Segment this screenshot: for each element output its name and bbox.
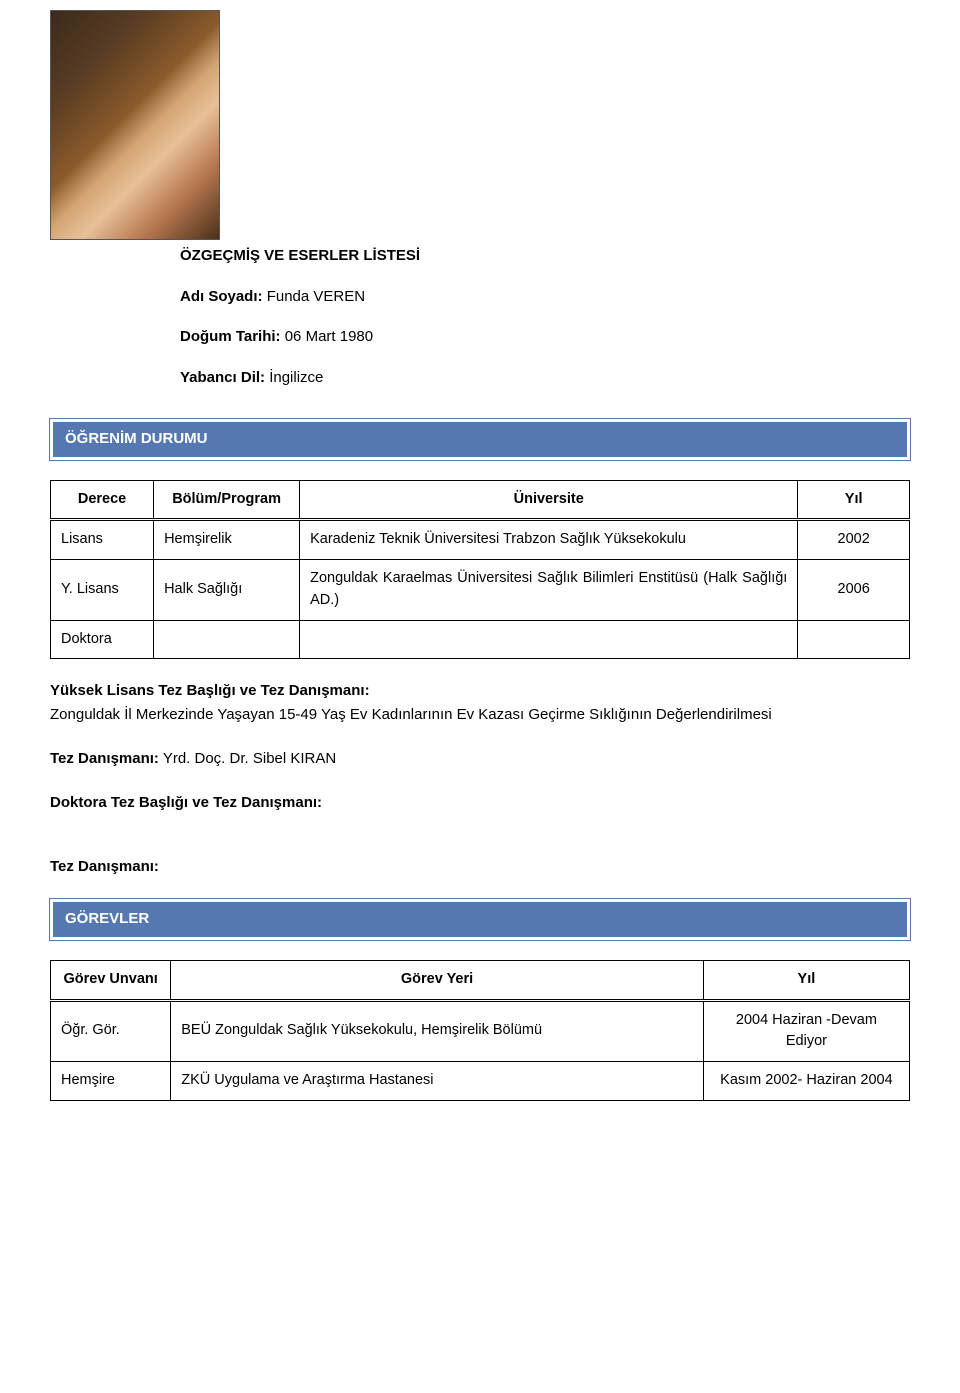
lang-label: Yabancı Dil:: [180, 369, 265, 386]
education-section-bar: ÖĞRENİM DURUMU: [50, 419, 910, 460]
table-row: Doktora: [51, 620, 910, 659]
cv-title: ÖZGEÇMİŞ VE ESERLER LİSTESİ: [180, 245, 910, 268]
cell-degree: Lisans: [51, 520, 154, 560]
header-block: ÖZGEÇMİŞ VE ESERLER LİSTESİ Adı Soyadı: …: [180, 245, 910, 389]
dob-line: Doğum Tarihi: 06 Mart 1980: [180, 326, 910, 349]
dob-value: 06 Mart 1980: [285, 328, 373, 345]
cell-place: ZKÜ Uygulama ve Araştırma Hastanesi: [171, 1062, 704, 1101]
cell-university: Karadeniz Teknik Üniversitesi Trabzon Sa…: [300, 520, 798, 560]
cell-degree: Y. Lisans: [51, 560, 154, 621]
ms-thesis-label: Yüksek Lisans Tez Başlığı ve Tez Danışma…: [50, 682, 370, 699]
cell-year: 2004 Haziran -Devam Ediyor: [703, 1000, 909, 1062]
cell-title: Öğr. Gör.: [51, 1000, 171, 1062]
name-line: Adı Soyadı: Funda VEREN: [180, 286, 910, 309]
phd-advisor-label: Tez Danışmanı:: [50, 858, 159, 875]
cell-university: Zonguldak Karaelmas Üniversitesi Sağlık …: [300, 560, 798, 621]
jobs-section-bar: GÖREVLER: [50, 899, 910, 940]
cell-program: Halk Sağlığı: [154, 560, 300, 621]
cell-program: Hemşirelik: [154, 520, 300, 560]
table-row: Lisans Hemşirelik Karadeniz Teknik Ünive…: [51, 520, 910, 560]
name-value: Funda VEREN: [267, 288, 365, 305]
cell-year: Kasım 2002- Haziran 2004: [703, 1062, 909, 1101]
lang-line: Yabancı Dil: İngilizce: [180, 367, 910, 390]
cell-year: [798, 620, 910, 659]
phd-thesis-label: Doktora Tez Başlığı ve Tez Danışmanı:: [50, 794, 322, 811]
col-title: Görev Unvanı: [51, 960, 171, 1000]
col-year: Yıl: [798, 480, 910, 520]
cell-place: BEÜ Zonguldak Sağlık Yüksekokulu, Hemşir…: [171, 1000, 704, 1062]
cell-degree: Doktora: [51, 620, 154, 659]
table-header-row: Derece Bölüm/Program Üniversite Yıl: [51, 480, 910, 520]
table-row: Hemşire ZKÜ Uygulama ve Araştırma Hastan…: [51, 1062, 910, 1101]
table-header-row: Görev Unvanı Görev Yeri Yıl: [51, 960, 910, 1000]
ms-thesis-block: Yüksek Lisans Tez Başlığı ve Tez Danışma…: [50, 679, 910, 727]
col-year: Yıl: [703, 960, 909, 1000]
profile-photo: [50, 10, 220, 240]
ms-thesis-text: Zonguldak İl Merkezinde Yaşayan 15-49 Ya…: [50, 706, 772, 723]
phd-thesis-block: Doktora Tez Başlığı ve Tez Danışmanı:: [50, 791, 910, 815]
col-place: Görev Yeri: [171, 960, 704, 1000]
col-university: Üniversite: [300, 480, 798, 520]
dob-label: Doğum Tarihi:: [180, 328, 281, 345]
cell-year: 2006: [798, 560, 910, 621]
ms-advisor-label: Tez Danışmanı:: [50, 750, 159, 767]
name-label: Adı Soyadı:: [180, 288, 263, 305]
ms-advisor-block: Tez Danışmanı: Yrd. Doç. Dr. Sibel KIRAN: [50, 747, 910, 771]
phd-advisor-block: Tez Danışmanı:: [50, 855, 910, 879]
education-table: Derece Bölüm/Program Üniversite Yıl Lisa…: [50, 480, 910, 660]
col-degree: Derece: [51, 480, 154, 520]
cell-program: [154, 620, 300, 659]
col-program: Bölüm/Program: [154, 480, 300, 520]
table-row: Öğr. Gör. BEÜ Zonguldak Sağlık Yüksekoku…: [51, 1000, 910, 1062]
table-row: Y. Lisans Halk Sağlığı Zonguldak Karaelm…: [51, 560, 910, 621]
jobs-table: Görev Unvanı Görev Yeri Yıl Öğr. Gör. BE…: [50, 960, 910, 1101]
cell-year: 2002: [798, 520, 910, 560]
cell-title: Hemşire: [51, 1062, 171, 1101]
lang-value: İngilizce: [269, 369, 323, 386]
ms-advisor-value: Yrd. Doç. Dr. Sibel KIRAN: [163, 750, 336, 767]
cell-university: [300, 620, 798, 659]
